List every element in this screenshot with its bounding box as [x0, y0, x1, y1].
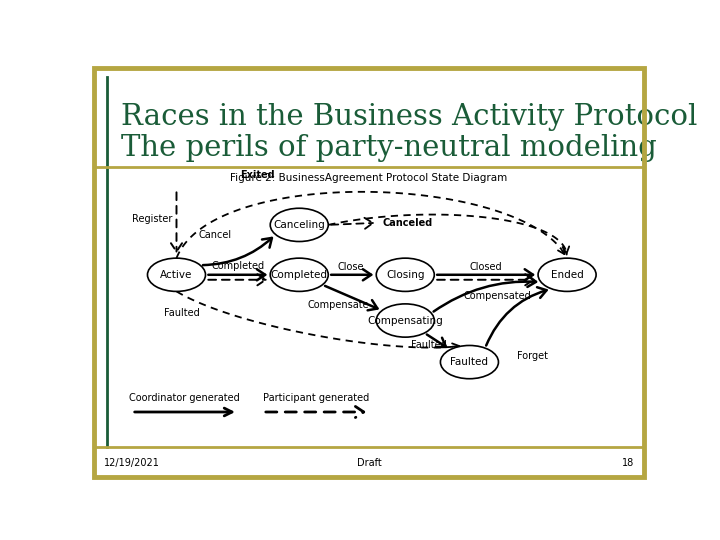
FancyArrowPatch shape [427, 334, 446, 347]
Text: Cancel: Cancel [199, 230, 232, 240]
Ellipse shape [377, 258, 434, 292]
Text: Faulted: Faulted [164, 308, 200, 318]
Text: Ended: Ended [551, 270, 583, 280]
Text: Figure 2: BusinessAgreement Protocol State Diagram: Figure 2: BusinessAgreement Protocol Sta… [230, 173, 508, 183]
Ellipse shape [148, 258, 205, 292]
Text: Forget: Forget [517, 351, 548, 361]
Text: Faulted: Faulted [411, 340, 446, 350]
Ellipse shape [270, 208, 328, 241]
Text: Coordinator generated: Coordinator generated [130, 393, 240, 403]
Text: Completed: Completed [211, 261, 264, 272]
Text: Races in the Business Activity Protocol: Races in the Business Activity Protocol [121, 103, 697, 131]
Text: Completed: Completed [271, 270, 328, 280]
FancyArrowPatch shape [331, 218, 373, 229]
FancyArrowPatch shape [437, 274, 534, 285]
Text: Draft: Draft [356, 458, 382, 468]
Ellipse shape [441, 346, 498, 379]
Text: Faulted: Faulted [451, 357, 488, 367]
Text: Exited: Exited [240, 170, 275, 180]
FancyArrowPatch shape [437, 269, 533, 280]
Text: The perils of party-neutral modeling: The perils of party-neutral modeling [121, 134, 657, 162]
FancyArrowPatch shape [433, 276, 536, 312]
FancyArrowPatch shape [486, 287, 546, 346]
Text: Canceled: Canceled [383, 218, 433, 228]
Ellipse shape [538, 258, 596, 292]
Ellipse shape [270, 258, 328, 292]
Text: Compensated: Compensated [464, 291, 531, 301]
FancyArrowPatch shape [171, 192, 182, 252]
Text: Participant generated: Participant generated [263, 393, 369, 403]
FancyArrowPatch shape [208, 269, 265, 280]
Text: Closed: Closed [470, 262, 503, 272]
FancyArrowPatch shape [325, 286, 377, 310]
FancyArrowPatch shape [208, 274, 266, 285]
FancyArrowPatch shape [331, 269, 372, 280]
Text: Compensate: Compensate [307, 300, 369, 310]
FancyArrowPatch shape [266, 407, 364, 417]
Ellipse shape [377, 304, 434, 337]
FancyArrowPatch shape [203, 238, 272, 265]
Text: Compensating: Compensating [367, 315, 443, 326]
Text: 12/19/2021: 12/19/2021 [104, 458, 160, 468]
Text: Closing: Closing [386, 270, 425, 280]
Text: Active: Active [161, 270, 193, 280]
Text: Canceling: Canceling [274, 220, 325, 230]
Text: Register: Register [132, 214, 173, 225]
Text: Close: Close [338, 262, 364, 272]
Text: 18: 18 [622, 458, 634, 468]
